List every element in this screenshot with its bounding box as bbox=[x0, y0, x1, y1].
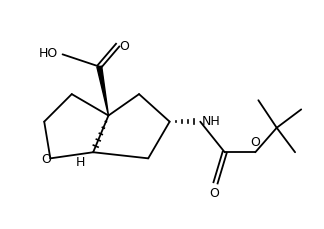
Text: O: O bbox=[41, 152, 51, 165]
Text: O: O bbox=[209, 186, 219, 199]
Text: O: O bbox=[119, 39, 129, 52]
Text: H: H bbox=[76, 155, 86, 168]
Text: NH: NH bbox=[202, 114, 221, 127]
Text: HO: HO bbox=[39, 47, 58, 60]
Text: O: O bbox=[250, 135, 260, 148]
Polygon shape bbox=[97, 67, 109, 116]
